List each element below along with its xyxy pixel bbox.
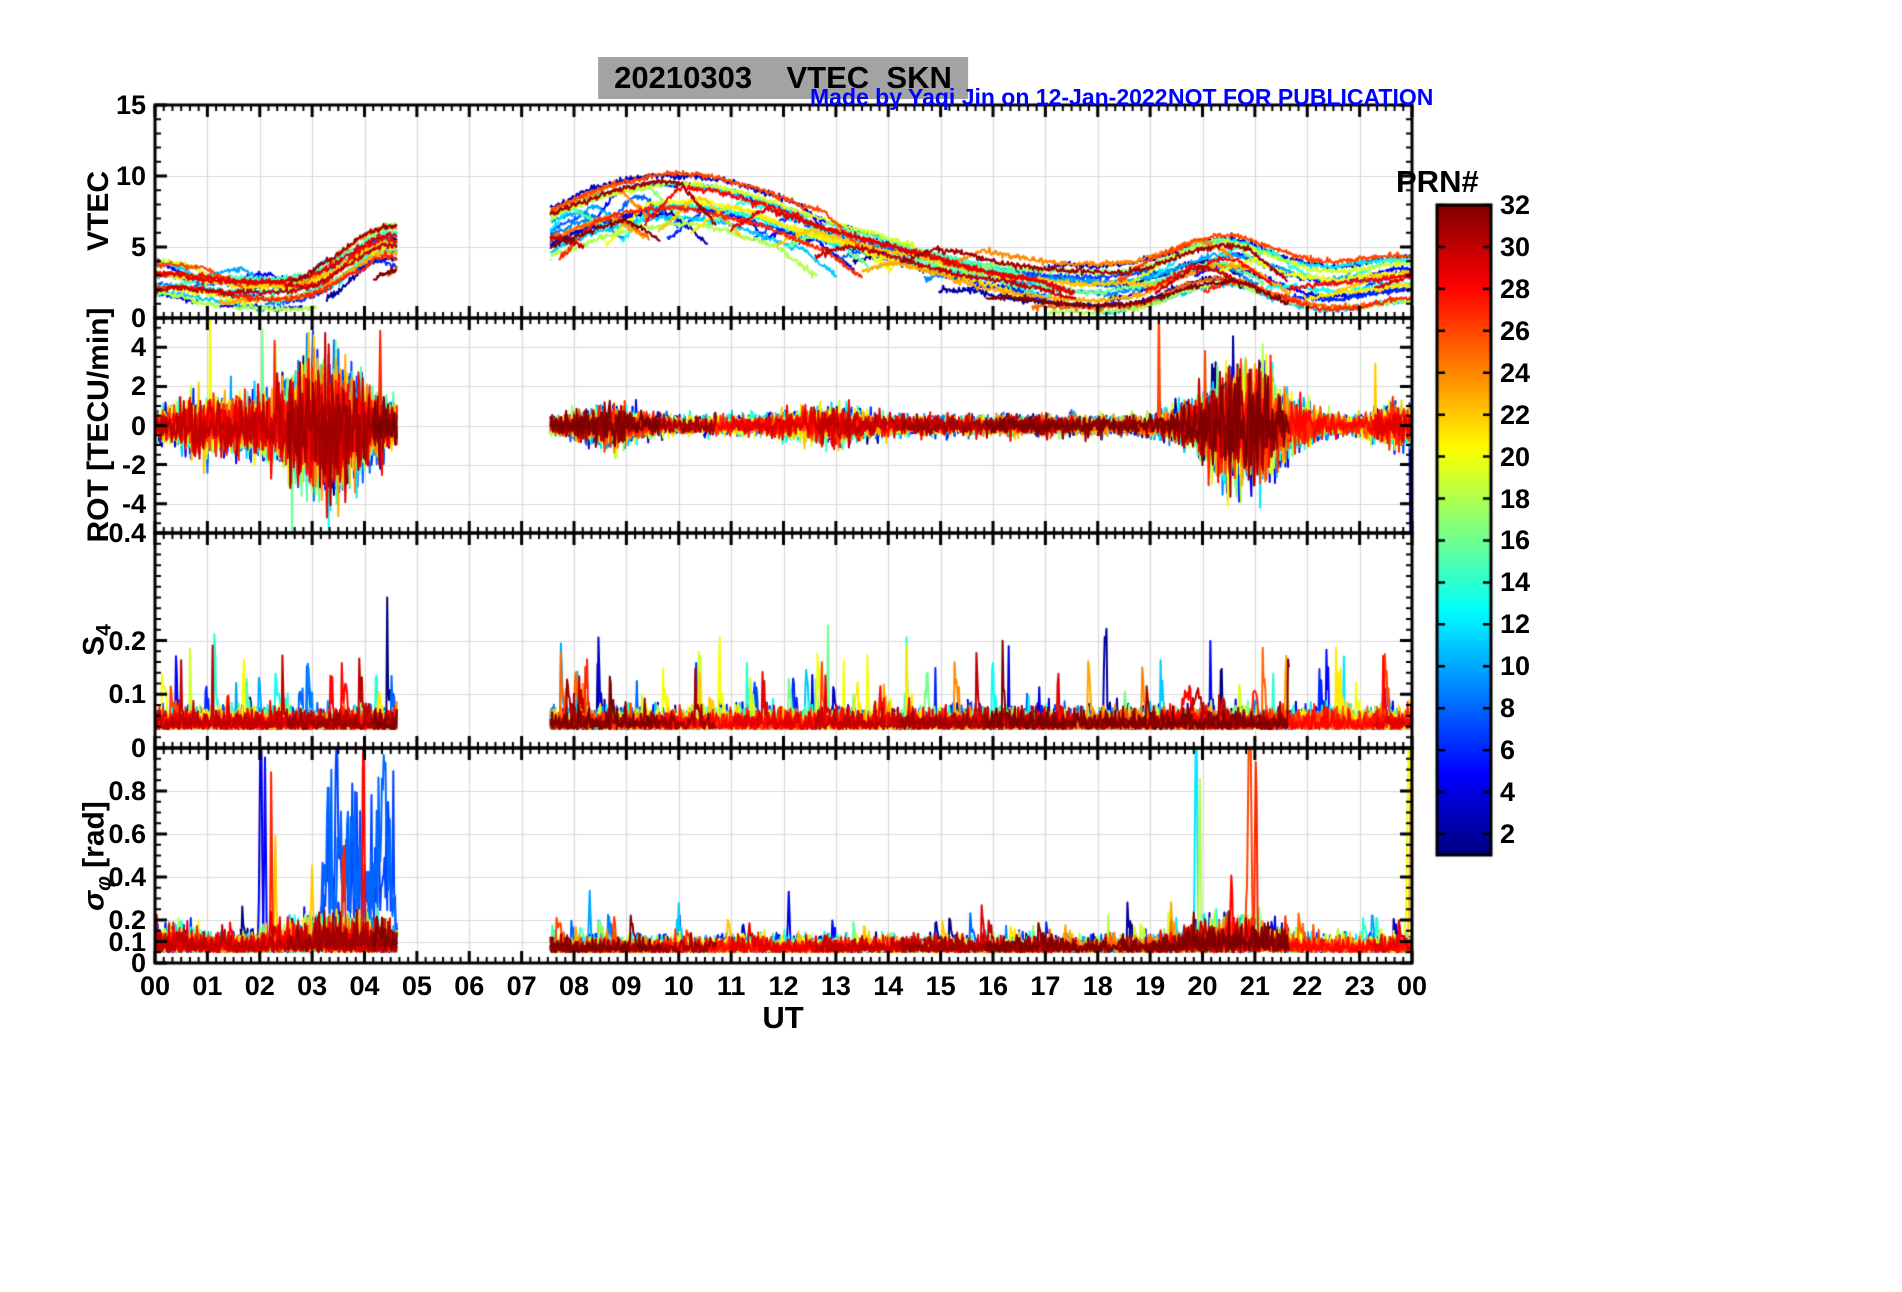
colorbar-tick-label: 18 (1500, 483, 1531, 514)
colorbar-tick-label: 4 (1500, 777, 1516, 808)
colorbar-tick-label: 12 (1500, 609, 1531, 640)
y-tick-label-rot: 0 (130, 410, 146, 441)
x-tick-label: 07 (506, 971, 537, 1001)
y-tick-label-sigma_phi: 0.1 (108, 926, 146, 957)
x-tick-label: 12 (768, 971, 799, 1001)
colorbar-tick-label: 6 (1500, 735, 1516, 766)
x-tick-label: 20 (1187, 971, 1218, 1001)
y-tick-label-vtec: 0 (130, 303, 146, 333)
x-tick-label: 19 (1135, 971, 1166, 1001)
x-tick-label: 11 (716, 971, 746, 1001)
y-tick-label-sigma_phi: 0.4 (108, 862, 146, 892)
colorbar-tick-label: 2 (1500, 819, 1516, 850)
colorbar-tick-label: 20 (1500, 441, 1531, 472)
y-tick-label-vtec: 15 (115, 90, 146, 120)
chart-title: 20210303 VTEC SKN (598, 57, 968, 99)
x-tick-label: 04 (349, 971, 380, 1001)
y-tick-label-sigma_phi: 0 (130, 948, 146, 978)
colorbar-tick-label: 30 (1500, 231, 1531, 262)
colorbar-tick-label: 22 (1500, 399, 1531, 430)
x-tick-label: 14 (873, 971, 904, 1001)
x-tick-label: 01 (192, 971, 223, 1001)
x-axis-label: UT (762, 1000, 804, 1035)
y-tick-label-s4: 0.1 (108, 679, 146, 710)
colorbar-tick-label: 28 (1500, 273, 1531, 304)
x-tick-label: 18 (1082, 971, 1113, 1001)
colorbar-tick-label: 16 (1500, 525, 1531, 556)
not-for-publication-text: NOT FOR PUBLICATION (1168, 84, 1434, 110)
y-tick-label-rot: -2 (121, 449, 146, 480)
x-tick-label: 05 (401, 971, 432, 1001)
y-tick-label-sigma_phi: 0.6 (108, 819, 146, 849)
x-tick-label: 00 (1396, 971, 1428, 1001)
y-tick-label-sigma_phi: 0.2 (108, 905, 146, 935)
y-tick-label-sigma_phi: 0.8 (108, 776, 146, 806)
colorbar-tick-label: 10 (1500, 651, 1531, 682)
x-tick-label: 03 (297, 971, 328, 1001)
colorbar-tick-label: 26 (1500, 315, 1531, 346)
x-tick-label: 21 (1239, 971, 1270, 1001)
y-tick-label-rot: 2 (130, 371, 146, 402)
x-tick-label: 09 (611, 971, 642, 1001)
colorbar-label: PRN# (1396, 164, 1479, 199)
y-tick-label-rot: -4 (121, 488, 146, 519)
x-tick-label: 16 (977, 971, 1009, 1001)
x-tick-label: 10 (663, 971, 694, 1001)
colorbar-tick-label: 32 (1500, 190, 1531, 220)
x-tick-label: 02 (244, 971, 275, 1001)
y-tick-label-s4: 0 (130, 733, 146, 763)
colorbar-tick-label: 14 (1500, 567, 1531, 598)
y-tick-label-rot: 4 (130, 332, 146, 363)
x-tick-label: 15 (925, 971, 956, 1001)
x-tick-label: 23 (1344, 971, 1375, 1001)
colorbar-tick-label: 24 (1500, 357, 1531, 388)
x-tick-label: 22 (1292, 971, 1323, 1001)
y-tick-label-s4: 0.2 (108, 625, 146, 656)
x-tick-label: 13 (820, 971, 851, 1001)
x-tick-label: 06 (454, 971, 485, 1001)
y-tick-label-s4: 0.4 (108, 518, 146, 548)
x-tick-label: 08 (558, 971, 590, 1001)
x-tick-label: 00 (139, 971, 171, 1001)
credit-text: Made by Yaqi Jin on 12-Jan-2022 (810, 84, 1168, 110)
colorbar-tick-label: 8 (1500, 693, 1516, 724)
y-tick-label-vtec: 5 (130, 232, 146, 262)
x-tick-label: 17 (1030, 971, 1061, 1001)
y-tick-label-vtec: 10 (115, 161, 146, 191)
